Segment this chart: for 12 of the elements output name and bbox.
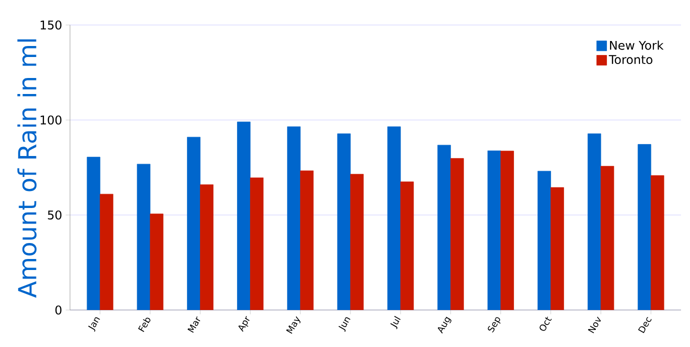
x-tick-label: Jan: [88, 317, 100, 332]
y-tick-label: 100: [40, 115, 62, 125]
x-tick-label: Oct: [540, 316, 552, 331]
legend-label: Toronto: [608, 55, 652, 64]
x-tick-label: Jun: [338, 317, 350, 332]
y-axis-title: Amount of Rain in ml: [17, 39, 37, 298]
legend-label: New York: [610, 40, 664, 50]
y-tick-label: 150: [40, 20, 62, 30]
y-tick-label: 0: [55, 305, 62, 315]
y-tick-label: 50: [48, 210, 62, 220]
x-tick-label: Feb: [138, 318, 150, 332]
x-tick-label: Jul: [390, 316, 401, 330]
